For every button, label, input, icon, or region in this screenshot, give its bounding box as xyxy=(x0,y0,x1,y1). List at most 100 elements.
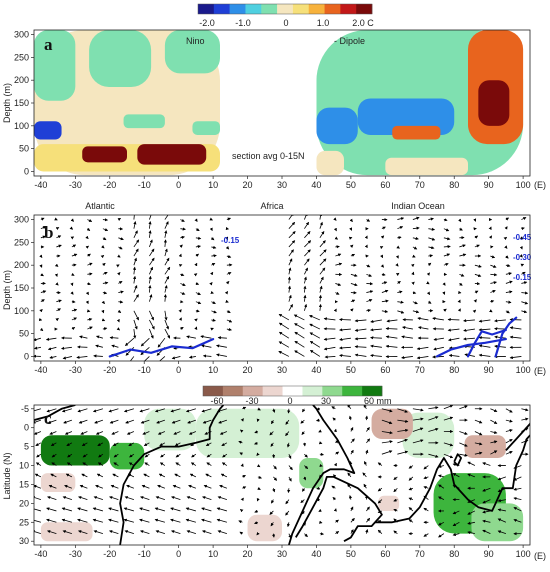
wind-vector xyxy=(155,530,166,535)
x-tick-label: 0 xyxy=(176,365,181,375)
wind-vector xyxy=(126,431,135,435)
wind-vector xyxy=(366,438,371,444)
wind-vector xyxy=(366,506,370,512)
wind-vector xyxy=(423,507,429,512)
x-axis-unit-b: (E) xyxy=(534,366,546,376)
current-vector xyxy=(148,230,152,238)
current-vector xyxy=(40,226,47,230)
current-vector xyxy=(463,337,475,341)
current-vector xyxy=(217,336,227,340)
wind-vector xyxy=(497,518,507,523)
wind-vector xyxy=(397,428,409,432)
current-vector xyxy=(102,291,108,295)
current-vector xyxy=(472,309,477,314)
wind-vector xyxy=(159,462,166,466)
wind-vector xyxy=(482,462,491,466)
colorbar-a-tick: 1.0 xyxy=(317,18,330,28)
wind-vector xyxy=(365,529,369,534)
current-vector xyxy=(224,290,228,295)
wind-vector xyxy=(98,453,104,458)
current-vector xyxy=(179,244,183,248)
wind-vector xyxy=(242,406,247,410)
annotation-atlantic: Atlantic xyxy=(85,201,115,211)
current-vector xyxy=(226,272,232,276)
wind-vector xyxy=(67,453,73,458)
wind-vector xyxy=(408,519,414,523)
colorbar-swatch xyxy=(245,4,262,14)
colorbar-swatch xyxy=(292,4,310,14)
y-tick-label: 0 xyxy=(24,423,29,433)
current-vector xyxy=(381,299,389,303)
wind-vector xyxy=(366,517,371,523)
wind-vector xyxy=(219,484,228,489)
current-vector xyxy=(102,262,106,267)
wind-vector xyxy=(302,408,306,413)
panel-b: Atlantic Africa Indian Ocean -0.15 -0.45… xyxy=(2,201,546,376)
colorbar-swatch xyxy=(262,386,283,396)
wind-vector xyxy=(139,408,150,413)
current-vector xyxy=(349,227,353,231)
wind-vector xyxy=(331,406,336,410)
wind-vector xyxy=(216,408,228,413)
wind-vector xyxy=(112,442,119,446)
wind-vector xyxy=(513,496,522,501)
wind-vector xyxy=(111,431,119,435)
wind-vector xyxy=(202,419,212,424)
current-vector xyxy=(457,299,461,304)
wind-vector xyxy=(497,487,507,493)
current-vector xyxy=(202,354,212,358)
wind-vector xyxy=(412,439,424,444)
current-vector xyxy=(95,344,103,348)
wind-vector xyxy=(66,442,73,446)
current-vector xyxy=(427,262,432,267)
wind-vector xyxy=(220,473,228,478)
wind-vector xyxy=(34,507,42,512)
current-vector xyxy=(54,273,58,278)
field-region xyxy=(316,107,358,145)
current-vector xyxy=(364,244,368,249)
field-region xyxy=(144,408,196,451)
wind-vector xyxy=(521,408,529,412)
current-vector xyxy=(380,254,384,259)
wind-vector xyxy=(143,442,150,446)
wind-vector xyxy=(423,465,429,470)
precip-field-c xyxy=(40,408,524,542)
wind-vector xyxy=(397,450,409,455)
wind-vector xyxy=(363,405,367,409)
wind-vector xyxy=(273,465,277,470)
current-vector xyxy=(521,291,529,295)
current-vector xyxy=(102,271,108,275)
field-region xyxy=(471,503,524,542)
field-region xyxy=(402,412,455,458)
current-vector xyxy=(463,328,475,332)
x-tick-label: 50 xyxy=(346,180,356,190)
wind-vector xyxy=(437,474,444,478)
wind-vector xyxy=(188,431,197,435)
current-vector xyxy=(55,227,60,231)
wind-vector xyxy=(254,509,259,513)
wind-vector xyxy=(513,507,522,512)
colorbar-swatch xyxy=(342,386,363,396)
wind-vector xyxy=(66,462,73,466)
wind-vector xyxy=(77,518,88,523)
wind-vector xyxy=(173,431,181,435)
current-vector xyxy=(211,310,217,314)
x-tick-label: 90 xyxy=(484,180,494,190)
field-region xyxy=(40,435,110,466)
wind-vector xyxy=(412,408,424,412)
current-vector xyxy=(319,276,324,284)
current-vector xyxy=(149,319,155,330)
current-vector xyxy=(76,355,88,359)
wind-vector xyxy=(109,419,119,424)
current-vector xyxy=(144,356,150,361)
y-tick-label: 50 xyxy=(19,144,29,154)
wind-vector xyxy=(393,530,398,534)
y-tick-label: 30 xyxy=(19,536,29,546)
current-vector xyxy=(132,275,137,284)
current-vector xyxy=(366,299,373,303)
wind-vector xyxy=(113,462,119,466)
current-vector xyxy=(370,328,382,332)
wind-vector xyxy=(239,531,244,535)
colorbar-c-tick: 0 xyxy=(287,396,292,406)
y-tick-label: 200 xyxy=(14,260,29,270)
